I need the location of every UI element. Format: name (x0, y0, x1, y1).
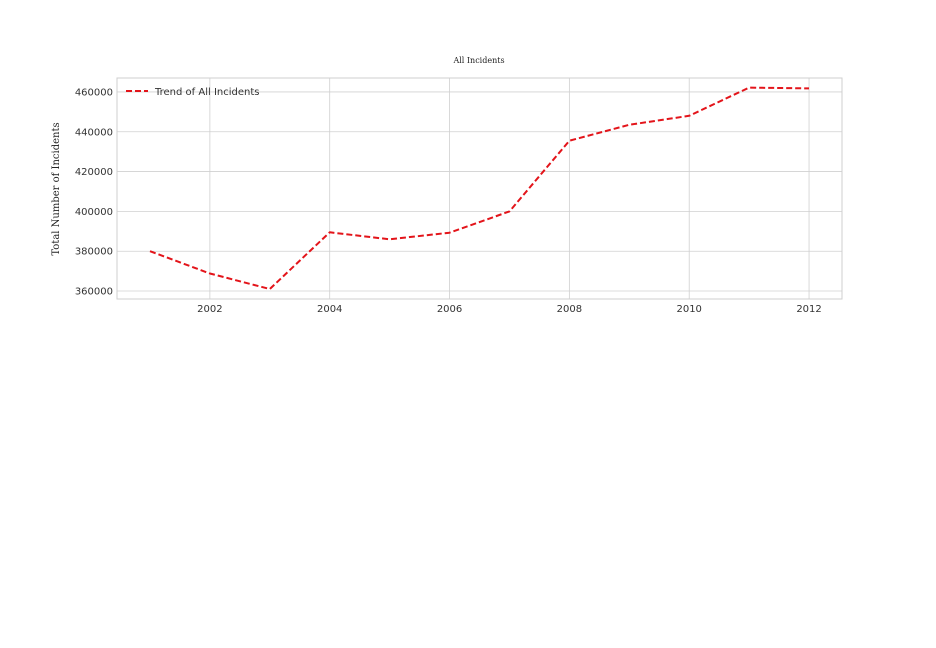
x-tick-label: 2008 (557, 304, 582, 315)
x-tick-label: 2010 (676, 304, 701, 315)
x-tick-label: 2002 (197, 304, 222, 315)
y-tick-label: 460000 (75, 87, 113, 98)
series-line (149, 86, 810, 290)
x-tick-label: 2004 (317, 304, 342, 315)
legend-label: Trend of All Incidents (154, 87, 259, 98)
x-tick-label: 2012 (796, 304, 821, 315)
plot-frame (116, 77, 843, 300)
y-axis-label: Total Number of Incidents (51, 122, 62, 255)
y-tick-label: 400000 (75, 207, 113, 218)
y-tick-labels: 360000 380000 400000 420000 440000 460000 (75, 87, 113, 297)
legend: Trend of All Incidents (126, 87, 259, 98)
y-tick-label: 440000 (75, 127, 113, 138)
x-tick-labels: 2002 2004 2006 2008 2010 2012 (197, 304, 822, 315)
y-tick-label: 360000 (75, 287, 113, 298)
series-layer (149, 86, 810, 290)
y-tick-label: 380000 (75, 247, 113, 258)
x-tick-label: 2006 (437, 304, 462, 315)
chart-title: All Incidents (452, 56, 504, 65)
y-tick-label: 420000 (75, 167, 113, 178)
grid-lines (117, 78, 842, 299)
